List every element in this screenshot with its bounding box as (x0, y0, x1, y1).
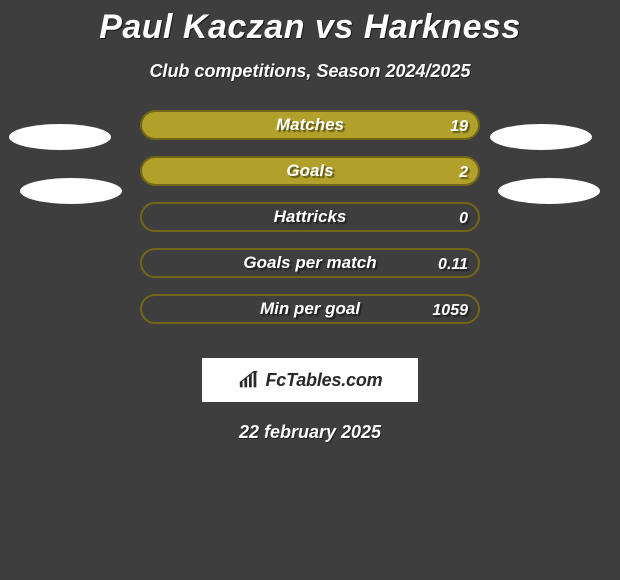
date-label: 22 february 2025 (0, 422, 620, 443)
stat-pill: Hattricks 0 (140, 202, 480, 232)
subtitle: Club competitions, Season 2024/2025 (0, 61, 620, 82)
stat-label: Goals per match (243, 253, 376, 273)
stat-label: Hattricks (274, 207, 347, 227)
source-banner: FcTables.com (202, 358, 418, 402)
stat-pill: Goals per match 0.11 (140, 248, 480, 278)
stat-row: Matches 19 (0, 110, 620, 156)
comparison-card: Paul Kaczan vs Harkness Club competition… (0, 0, 620, 580)
stat-value: 0 (459, 204, 468, 234)
page-title: Paul Kaczan vs Harkness (0, 0, 620, 47)
stat-pill: Goals 2 (140, 156, 480, 186)
banner-text: FcTables.com (266, 370, 383, 391)
stat-row: Goals 2 (0, 156, 620, 202)
stat-row: Hattricks 0 (0, 202, 620, 248)
stat-label: Matches (276, 115, 344, 135)
stat-label: Goals (286, 161, 333, 181)
stat-label: Min per goal (260, 299, 360, 319)
stat-value: 19 (450, 112, 468, 142)
stat-row: Min per goal 1059 (0, 294, 620, 340)
stat-value: 2 (459, 158, 468, 188)
stat-row: Goals per match 0.11 (0, 248, 620, 294)
stat-pill: Min per goal 1059 (140, 294, 480, 324)
stat-value: 1059 (432, 296, 468, 326)
bar-chart-icon (238, 369, 260, 391)
stat-pill: Matches 19 (140, 110, 480, 140)
stat-value: 0.11 (438, 250, 468, 280)
stat-rows: Matches 19 Goals 2 Hattricks 0 Goals per match… (0, 110, 620, 340)
